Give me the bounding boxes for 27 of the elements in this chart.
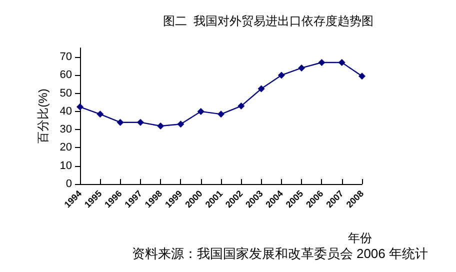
y-axis-title: 百分比(%) — [36, 88, 50, 144]
point — [318, 59, 326, 66]
point — [76, 103, 84, 110]
y-tick-label: 50 — [60, 87, 72, 100]
point — [218, 110, 224, 118]
point — [197, 108, 204, 115]
point — [116, 118, 124, 126]
y-tick-label: 70 — [60, 51, 72, 64]
y-tick-label: 10 — [60, 160, 72, 172]
point — [157, 122, 164, 130]
y-tick-label: 60 — [60, 69, 72, 82]
y-tick-label: 20 — [60, 142, 72, 154]
point — [96, 110, 104, 118]
point — [298, 64, 306, 72]
point — [238, 102, 245, 110]
y-tick-label: 30 — [60, 124, 72, 136]
y-tick-label: 40 — [60, 105, 72, 118]
point — [278, 72, 285, 79]
point — [358, 72, 366, 80]
x-axis-title: 年份 — [348, 231, 372, 245]
chart-title: 图二 我国对外贸易进出口依存度趋势图 — [163, 14, 374, 28]
point — [338, 59, 346, 66]
text: 资料来源：我国国家发展和改革委员会 2006 年统计 — [132, 246, 428, 261]
point — [258, 85, 265, 92]
point — [136, 118, 144, 126]
point — [177, 120, 184, 128]
y-tick-label: 0 — [66, 178, 72, 190]
